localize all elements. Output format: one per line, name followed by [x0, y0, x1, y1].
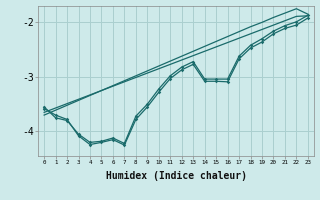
- X-axis label: Humidex (Indice chaleur): Humidex (Indice chaleur): [106, 171, 246, 181]
